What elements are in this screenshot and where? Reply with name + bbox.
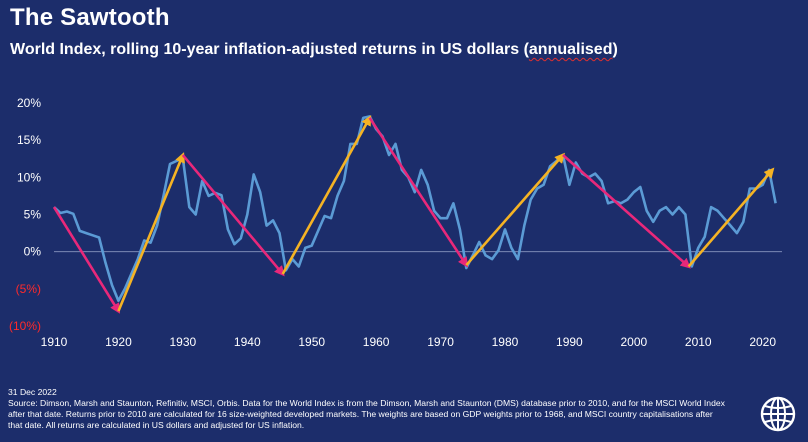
x-tick-label: 1920 [105, 335, 132, 349]
y-tick-label: 10% [17, 170, 41, 184]
y-tick-label: (10%) [9, 319, 41, 333]
chart-subtitle: World Index, rolling 10-year inflation-a… [10, 41, 618, 59]
up-arrow [687, 167, 775, 268]
footer: 31 Dec 2022 Source: Dimson, Marsh and St… [8, 387, 728, 431]
y-tick-label: 20% [17, 96, 41, 110]
down-arrow [181, 154, 285, 277]
x-tick-label: 1930 [169, 335, 196, 349]
subtitle-main: World Index, rolling 10-year inflation-a… [10, 41, 529, 58]
x-tick-label: 1990 [556, 335, 583, 349]
subtitle-annualised: annualised [528, 41, 613, 58]
down-arrow [562, 154, 691, 269]
x-tick-label: 1970 [427, 335, 454, 349]
x-tick-label: 1980 [492, 335, 519, 349]
down-arrow [368, 117, 469, 268]
up-arrow [281, 115, 372, 275]
x-tick-label: 2000 [620, 335, 647, 349]
data-series-line [53, 115, 777, 303]
y-tick-label: 5% [24, 208, 42, 222]
x-tick-label: 1950 [298, 335, 325, 349]
x-tick-label: 2010 [685, 335, 712, 349]
x-tick-label: 1960 [363, 335, 390, 349]
x-tick-label: 1940 [234, 335, 261, 349]
globe-icon [760, 396, 796, 432]
subtitle-close: ) [612, 41, 618, 58]
y-tick-label: 15% [17, 133, 41, 147]
y-tick-label: (5%) [16, 282, 41, 296]
x-tick-label: 1910 [41, 335, 68, 349]
up-arrow [465, 152, 566, 266]
up-arrow [117, 152, 185, 312]
footer-source: Source: Dimson, Marsh and Staunton, Refi… [8, 398, 725, 430]
sawtooth-chart: 20% 15% 10% 5% 0% (5%) (10%)1910 1920 1930 1940 19… [9, 96, 782, 349]
x-tick-label: 2020 [749, 335, 776, 349]
page-title: The Sawtooth [10, 4, 170, 31]
y-tick-label: 0% [24, 245, 42, 259]
down-arrow [52, 206, 121, 314]
footer-date: 31 Dec 2022 [8, 387, 57, 397]
